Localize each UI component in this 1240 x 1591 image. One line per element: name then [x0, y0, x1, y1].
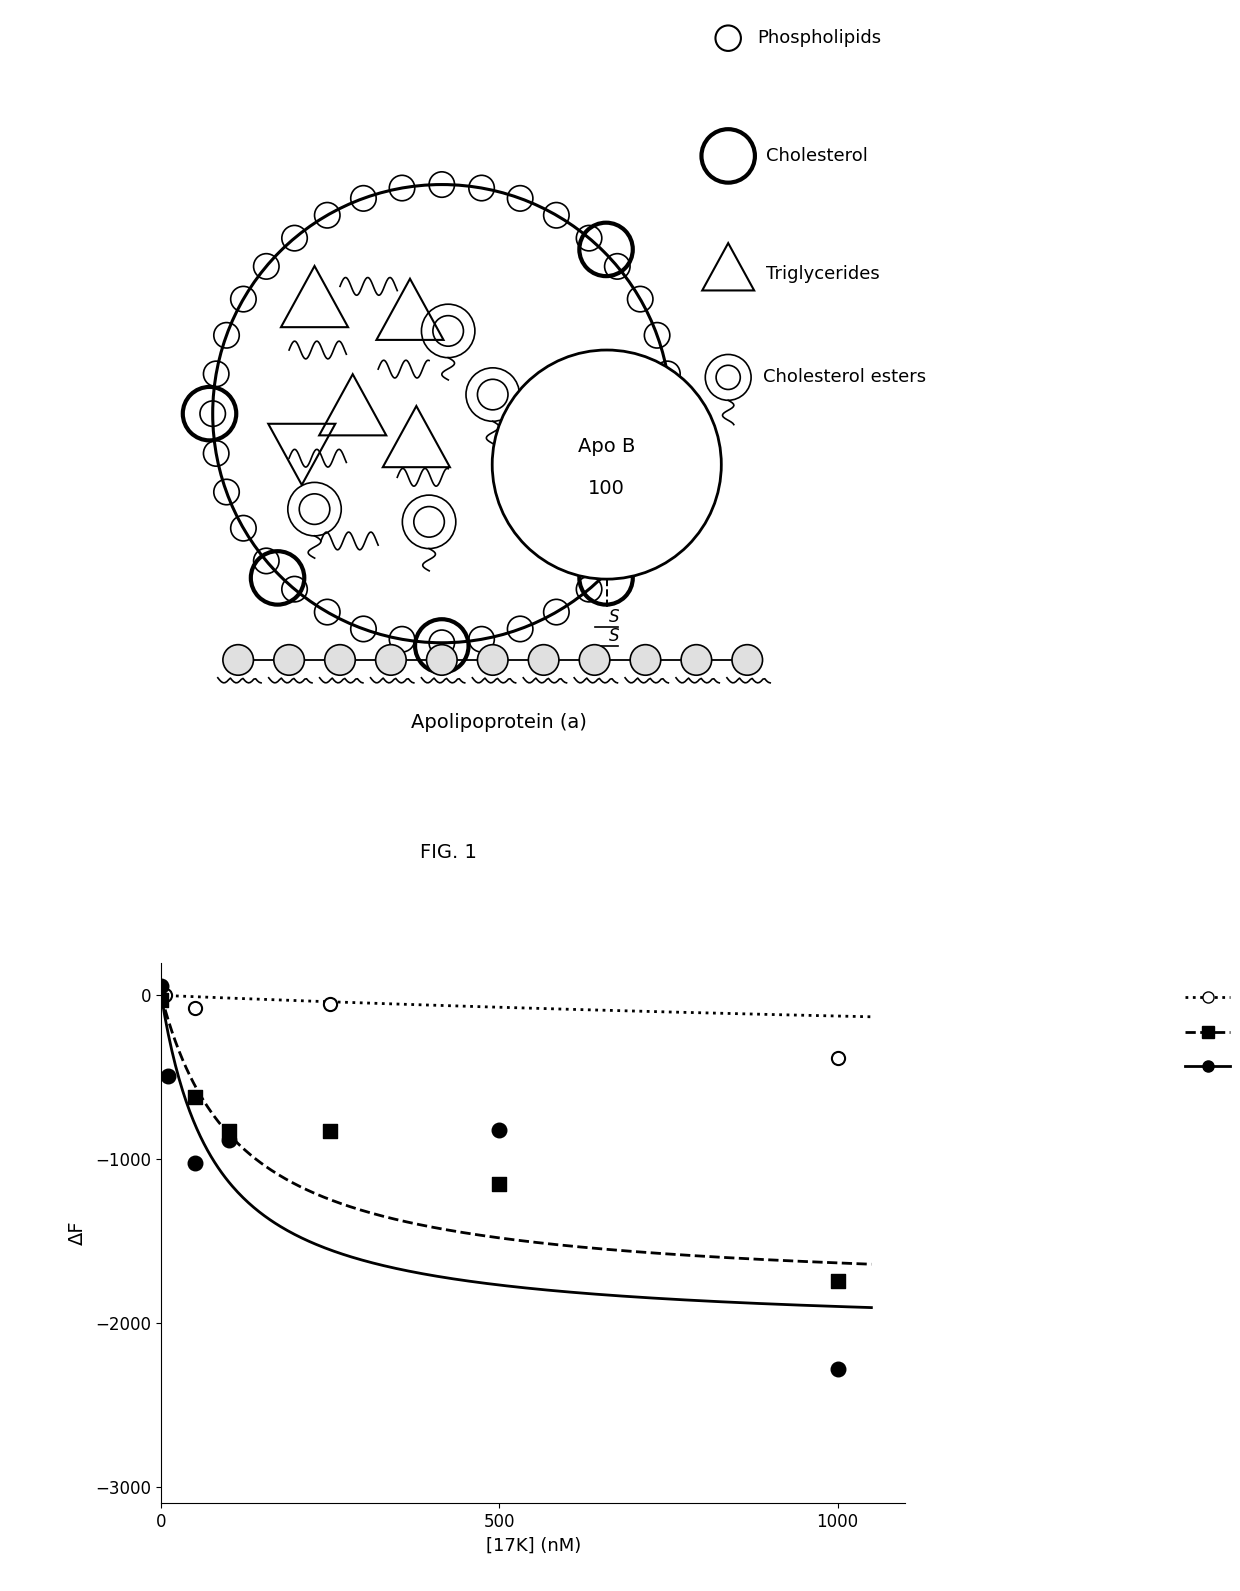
- Circle shape: [492, 350, 722, 579]
- Circle shape: [630, 644, 661, 675]
- Point: [151, 982, 171, 1007]
- Point: [185, 1083, 205, 1109]
- Text: Apo B: Apo B: [578, 438, 635, 457]
- Point: [219, 1126, 239, 1152]
- Point: [320, 1118, 340, 1144]
- Point: [185, 1150, 205, 1176]
- Point: [151, 988, 171, 1013]
- Text: S: S: [609, 627, 620, 646]
- Text: Apolipoprotein (a): Apolipoprotein (a): [412, 713, 587, 732]
- Point: [219, 1118, 239, 1144]
- Point: [490, 1171, 510, 1196]
- Circle shape: [223, 644, 253, 675]
- Circle shape: [732, 644, 763, 675]
- Point: [827, 1268, 847, 1293]
- Circle shape: [528, 644, 559, 675]
- Text: Cholesterol esters: Cholesterol esters: [763, 369, 926, 387]
- Circle shape: [579, 644, 610, 675]
- Point: [827, 1357, 847, 1383]
- Circle shape: [477, 644, 508, 675]
- Circle shape: [274, 644, 304, 675]
- Point: [185, 996, 205, 1021]
- Circle shape: [681, 644, 712, 675]
- Point: [827, 1045, 847, 1071]
- X-axis label: [17K] (nM): [17K] (nM): [486, 1537, 580, 1554]
- Point: [320, 991, 340, 1017]
- Text: Phospholipids: Phospholipids: [756, 29, 880, 48]
- Circle shape: [427, 644, 458, 675]
- Legend: EACA, anti-apo (a), BI204: EACA, anti-apo (a), BI204: [1178, 982, 1240, 1083]
- Point: [155, 983, 175, 1009]
- Circle shape: [325, 644, 355, 675]
- Text: S: S: [609, 608, 620, 627]
- Point: [157, 1063, 177, 1088]
- Text: FIG. 1: FIG. 1: [419, 843, 476, 862]
- Text: Cholesterol: Cholesterol: [766, 146, 868, 165]
- Y-axis label: ΔF: ΔF: [68, 1220, 87, 1246]
- Text: Triglycerides: Triglycerides: [766, 264, 880, 283]
- Text: 100: 100: [588, 479, 625, 498]
- Point: [151, 972, 171, 998]
- Circle shape: [376, 644, 407, 675]
- Point: [490, 1117, 510, 1142]
